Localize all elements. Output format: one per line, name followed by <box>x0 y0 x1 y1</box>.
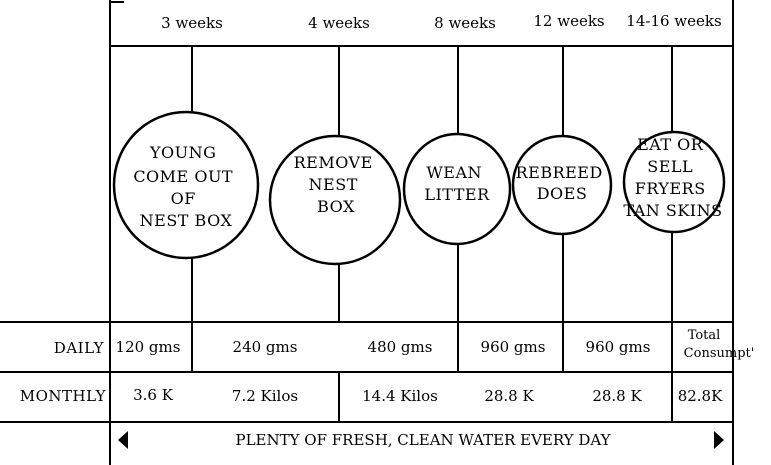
stage-rebreed-does: REBREED DOES <box>511 134 613 236</box>
stage-circle <box>112 110 260 260</box>
stage-label: YOUNG COME OUT OF NEST BOX <box>133 143 238 230</box>
stage-young-come-out: YOUNG COME OUT OF NEST BOX <box>112 110 260 260</box>
daily-value-3: 480 gms <box>368 338 433 356</box>
monthly-value-3: 14.4 Kilos <box>362 387 438 405</box>
monthly-value-2: 7.2 Kilos <box>232 387 298 405</box>
monthly-value-4: 28.8 K <box>484 387 534 405</box>
stage-label: REBREED DOES <box>516 163 609 203</box>
arrow-right-icon <box>714 431 724 449</box>
total-value: 82.8K <box>678 387 723 405</box>
stage-label: REMOVE NEST BOX <box>294 153 379 216</box>
monthly-value-1: 3.6 K <box>133 386 174 404</box>
water-banner-text: PLENTY OF FRESH, CLEAN WATER EVERY DAY <box>235 431 611 449</box>
total-label-line2: Consumpt' <box>684 346 755 361</box>
stage-circle <box>511 134 613 236</box>
daily-label: DAILY <box>54 339 105 357</box>
stage-remove-nest-box: REMOVE NEST BOX <box>268 134 402 266</box>
stage-eat-or-sell: EAT OR SELL FRYERS TAN SKINS <box>622 130 726 234</box>
stage-circle <box>622 130 726 234</box>
week-label-8: 8 weeks <box>434 14 496 32</box>
consumption-table: DAILY 120 gms 240 gms 480 gms 960 gms 96… <box>0 321 755 423</box>
week-label-14-16: 14-16 weeks <box>626 12 721 30</box>
weeks-header: 3 weeks 4 weeks 8 weeks 12 weeks 14-16 w… <box>109 0 734 47</box>
daily-value-1: 120 gms <box>116 338 181 356</box>
stage-circle <box>402 132 512 246</box>
monthly-label: MONTHLY <box>20 387 107 405</box>
stage-circle <box>268 134 402 266</box>
total-label-line1: Total <box>688 328 721 343</box>
week-label-3: 3 weeks <box>161 14 223 32</box>
week-label-12: 12 weeks <box>533 12 604 30</box>
water-banner: PLENTY OF FRESH, CLEAN WATER EVERY DAY <box>109 422 734 465</box>
monthly-value-5: 28.8 K <box>592 387 642 405</box>
stage-label: WEAN LITTER <box>424 163 490 204</box>
week-label-4: 4 weeks <box>308 14 370 32</box>
daily-value-2: 240 gms <box>233 338 298 356</box>
daily-value-4: 960 gms <box>481 338 546 356</box>
stage-label: EAT OR SELL FRYERS TAN SKINS <box>623 135 722 220</box>
daily-value-5: 960 gms <box>586 338 651 356</box>
timeline-lines <box>191 46 673 372</box>
stage-wean-litter: WEAN LITTER <box>402 132 512 246</box>
arrow-left-icon <box>118 431 128 449</box>
